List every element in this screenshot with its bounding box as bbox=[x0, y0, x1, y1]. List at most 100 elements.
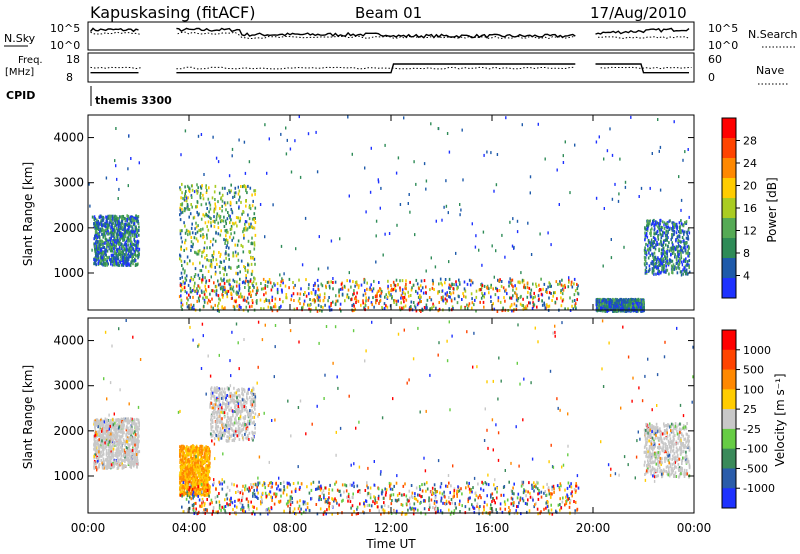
range-gate-cell bbox=[402, 291, 405, 294]
range-gate-cell bbox=[255, 301, 258, 305]
range-gate-cell bbox=[229, 190, 231, 194]
range-gate-cell bbox=[355, 280, 358, 284]
range-gate-cell bbox=[237, 258, 240, 262]
range-gate-cell bbox=[111, 423, 113, 427]
range-gate-cell bbox=[93, 447, 95, 451]
range-gate-cell bbox=[296, 292, 299, 296]
range-gate-cell bbox=[668, 228, 671, 231]
range-gate-cell bbox=[130, 417, 132, 421]
range-gate-cell bbox=[661, 252, 664, 256]
range-gate-cell bbox=[676, 247, 678, 251]
range-gate-cell bbox=[282, 278, 284, 282]
range-gate-cell bbox=[442, 295, 444, 299]
range-gate-cell bbox=[652, 221, 654, 225]
range-gate-cell bbox=[99, 247, 101, 251]
range-gate-cell bbox=[104, 458, 107, 462]
range-gate-cell bbox=[379, 294, 382, 298]
range-gate-cell bbox=[228, 257, 230, 261]
range-gate-cell bbox=[463, 294, 465, 298]
range-gate-cell bbox=[650, 223, 653, 227]
range-gate-cell bbox=[105, 419, 107, 423]
range-gate-cell bbox=[102, 445, 105, 448]
range-gate-cell bbox=[134, 462, 136, 466]
range-gate-cell bbox=[109, 465, 112, 469]
range-gate-cell bbox=[132, 438, 134, 442]
range-gate-cell bbox=[645, 253, 648, 257]
range-gate-cell bbox=[646, 228, 649, 232]
range-gate-cell bbox=[132, 448, 135, 452]
range-gate-cell bbox=[239, 270, 241, 274]
range-gate-cell bbox=[663, 270, 666, 274]
range-gate-cell bbox=[672, 225, 674, 229]
range-gate-cell bbox=[114, 454, 116, 457]
range-gate-cell bbox=[239, 218, 241, 222]
range-gate-cell bbox=[99, 435, 102, 439]
range-gate-cell bbox=[288, 277, 291, 281]
range-gate-cell bbox=[118, 430, 121, 434]
nave-tick-low: 0 bbox=[708, 71, 715, 84]
range-gate-cell bbox=[669, 248, 672, 252]
range-gate-cell bbox=[658, 226, 660, 230]
range-gate-cell bbox=[114, 421, 116, 425]
range-gate-cell bbox=[110, 436, 113, 440]
range-gate-cell bbox=[556, 168, 558, 172]
range-gate-cell bbox=[100, 219, 102, 223]
range-gate-cell bbox=[547, 285, 549, 289]
range-gate-cell bbox=[118, 452, 121, 456]
colorbar-swatch bbox=[722, 238, 736, 259]
range-gate-cell bbox=[375, 260, 377, 264]
range-gate-cell bbox=[602, 264, 604, 268]
range-gate-cell bbox=[133, 249, 135, 253]
range-gate-cell bbox=[125, 244, 128, 248]
range-gate-cell bbox=[263, 299, 266, 303]
range-gate-cell bbox=[643, 255, 646, 259]
range-gate-cell bbox=[98, 438, 100, 442]
range-gate-cell bbox=[102, 457, 105, 461]
range-gate-cell bbox=[516, 230, 519, 234]
range-gate-cell bbox=[318, 235, 320, 239]
range-gate-cell bbox=[329, 286, 331, 290]
range-gate-cell bbox=[292, 292, 295, 296]
range-gate-cell bbox=[669, 246, 672, 250]
range-gate-cell bbox=[224, 186, 226, 190]
range-gate-cell bbox=[622, 305, 625, 309]
range-gate-cell bbox=[110, 463, 113, 467]
range-gate-cell bbox=[259, 203, 262, 206]
range-gate-cell bbox=[681, 229, 684, 233]
range-gate-cell bbox=[137, 450, 139, 454]
range-gate-cell bbox=[265, 299, 268, 302]
range-gate-cell bbox=[109, 238, 112, 242]
range-gate-cell bbox=[117, 217, 120, 221]
range-gate-cell bbox=[546, 303, 548, 307]
range-gate-cell bbox=[395, 171, 398, 175]
range-gate-cell bbox=[490, 283, 492, 287]
range-gate-cell bbox=[135, 450, 137, 454]
range-gate-cell bbox=[188, 186, 190, 190]
range-gate-cell bbox=[110, 233, 112, 237]
range-gate-cell bbox=[640, 186, 643, 190]
range-gate-cell bbox=[234, 221, 237, 225]
freq-label: Freq. bbox=[18, 55, 43, 66]
range-gate-cell bbox=[478, 248, 480, 252]
range-gate-cell bbox=[414, 306, 417, 310]
range-gate-cell bbox=[117, 225, 120, 229]
range-gate-cell bbox=[341, 286, 344, 290]
range-gate-cell bbox=[221, 186, 224, 190]
range-gate-cell bbox=[458, 278, 460, 282]
range-gate-cell bbox=[667, 229, 669, 233]
freq-panel: Freq. [MHz] 18 8 60 0 Nave bbox=[5, 52, 788, 85]
range-gate-cell bbox=[500, 280, 503, 283]
range-gate-cell bbox=[102, 223, 104, 227]
range-gate-cell bbox=[314, 299, 317, 303]
range-gate-cell bbox=[683, 266, 685, 270]
range-gate-cell bbox=[108, 255, 110, 259]
range-gate-cell bbox=[420, 289, 422, 293]
range-gate-cell bbox=[640, 301, 643, 305]
range-gate-cell bbox=[626, 298, 629, 302]
range-gate-cell bbox=[688, 259, 691, 263]
range-gate-cell bbox=[200, 228, 202, 231]
range-gate-cell bbox=[115, 462, 118, 466]
range-gate-cell bbox=[205, 279, 208, 283]
range-gate-cell bbox=[126, 230, 129, 234]
range-gate-cell bbox=[401, 291, 404, 295]
